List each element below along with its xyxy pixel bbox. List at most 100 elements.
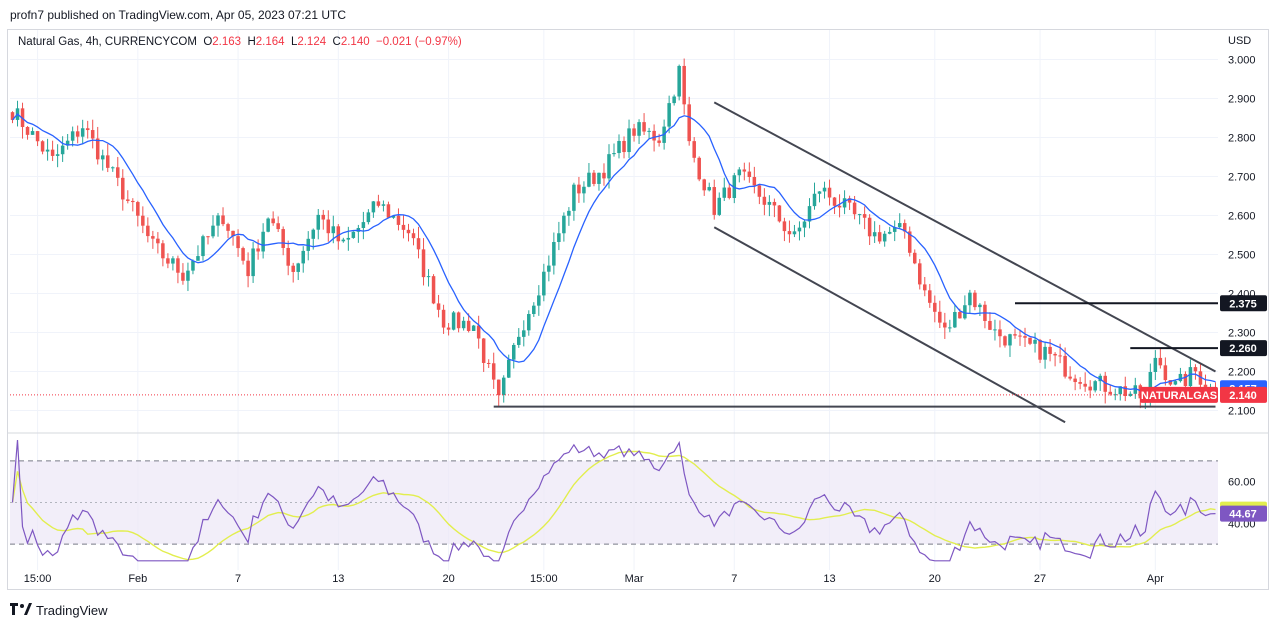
candle-body (672, 96, 676, 104)
candle-body (95, 138, 100, 160)
candle-body (1083, 383, 1087, 387)
candle-body (1013, 334, 1017, 336)
candle-body (451, 312, 456, 330)
candle-body (562, 215, 566, 234)
candle-body (747, 171, 752, 178)
candle-body (491, 363, 496, 380)
footer[interactable]: TradingView (10, 600, 108, 620)
candle-body (912, 252, 917, 264)
candle-body (100, 155, 105, 160)
candle-body (762, 196, 767, 205)
candle-body (171, 258, 175, 264)
candle-body (1118, 386, 1123, 395)
candle-body (973, 292, 977, 308)
candle-body (146, 225, 150, 237)
ma-line (12, 113, 1216, 394)
candle-body (266, 218, 270, 232)
legend-change: −0.021 (−0.97%) (376, 36, 462, 48)
candle-body (10, 112, 15, 120)
candle-body (1153, 357, 1158, 373)
candle-body (80, 128, 85, 137)
candle-body (862, 214, 867, 218)
candle-body (647, 130, 651, 132)
candle-body (161, 243, 165, 259)
price-tick-label: 2.100 (1228, 406, 1256, 418)
candle-body (557, 233, 561, 242)
candle-body (176, 258, 180, 273)
candle-body (777, 205, 782, 222)
candle-body (486, 362, 491, 364)
candle-body (1053, 353, 1057, 356)
chart-legend: Natural Gas, 4h, CURRENCYCOM O2.163 H2.1… (18, 35, 462, 49)
candle-body (837, 205, 842, 208)
candle-body (126, 199, 130, 201)
candle-body (1173, 381, 1178, 385)
level-tag-bg (1220, 340, 1267, 357)
candle-body (1058, 355, 1062, 357)
candle-body (577, 184, 581, 194)
candle-body (201, 236, 205, 257)
candle-body (687, 104, 691, 142)
candle-body (231, 230, 235, 237)
candle-body (441, 309, 446, 328)
candle-body (517, 336, 521, 345)
candle-body (948, 327, 952, 329)
candle-body (993, 329, 997, 331)
candle-body (466, 320, 471, 331)
candle-body (271, 218, 275, 224)
candle-body (622, 140, 626, 153)
price-tick-label: 2.900 (1228, 94, 1256, 106)
candle-body (501, 377, 506, 396)
candle-body (416, 238, 421, 250)
candle-body (1003, 336, 1007, 346)
candle-body (532, 305, 536, 315)
candle-body (386, 204, 391, 218)
candle-body (582, 186, 586, 194)
candle-body (617, 140, 621, 154)
candle-body (1038, 339, 1042, 360)
moving-average-line (12, 113, 1216, 394)
candle-body (1168, 380, 1173, 385)
candle-body (391, 215, 396, 218)
candle-body (963, 305, 967, 319)
candle-body (321, 214, 326, 220)
candle-body (1113, 394, 1117, 396)
candle-body (85, 128, 90, 131)
candle-body (597, 172, 601, 184)
candle-body (847, 198, 852, 203)
candle-body (918, 263, 922, 285)
candle-body (246, 260, 250, 277)
candle-body (461, 320, 466, 329)
candle-body (121, 177, 125, 200)
candle-body (1023, 336, 1027, 338)
candle-body (346, 237, 351, 240)
candle-body (351, 231, 356, 238)
candle-body (35, 131, 40, 142)
candle-body (166, 258, 170, 264)
candle-body (822, 187, 827, 192)
candle-body (226, 224, 230, 231)
candle-body (436, 303, 441, 310)
candle-body (90, 130, 95, 139)
candle-body (401, 224, 406, 230)
candle-body (953, 312, 957, 328)
candle-body (552, 241, 556, 266)
candle-body (642, 122, 646, 132)
rsi-band (10, 460, 1218, 545)
candle-body (40, 141, 45, 152)
candle-body (496, 379, 501, 396)
candle-body (677, 65, 681, 97)
candle-body (1028, 337, 1032, 344)
candle-body (111, 167, 115, 169)
candle-body (757, 185, 762, 197)
candle-body (456, 312, 461, 329)
candle-body (832, 197, 837, 206)
candle-body (1178, 373, 1183, 382)
candle-body (902, 223, 907, 232)
legend-h-label: H (247, 36, 256, 48)
candle-body (1198, 371, 1203, 385)
rsi-ma-line (11, 450, 1216, 561)
candle-body (1088, 386, 1092, 391)
currency-label: USD (1228, 35, 1251, 47)
